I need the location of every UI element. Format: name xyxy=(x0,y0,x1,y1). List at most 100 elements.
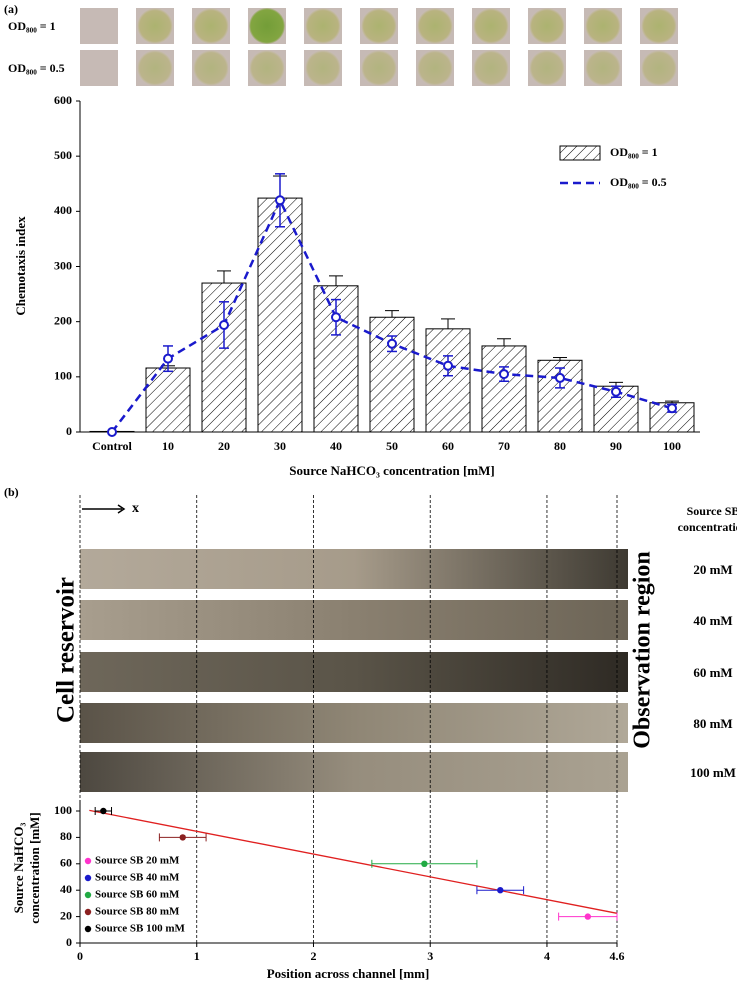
x-tick-label: Control xyxy=(92,439,132,453)
x-tick-label: 30 xyxy=(274,439,286,453)
photo xyxy=(80,50,118,86)
strip-header: concentration xyxy=(678,520,737,534)
photo xyxy=(80,8,118,44)
strip-label: 20 mM xyxy=(693,562,732,577)
y-axis-label: Chemotaxis index xyxy=(13,216,28,316)
channel-image xyxy=(80,549,628,589)
photo-dish xyxy=(473,8,509,44)
image-row-label: OD₈₀₀ = 0.5 xyxy=(8,61,65,75)
y-tick-label: 300 xyxy=(54,258,72,272)
x-tick-label: 80 xyxy=(554,439,566,453)
photo-dish xyxy=(137,50,173,86)
marker xyxy=(443,360,453,371)
bar xyxy=(257,197,303,433)
arrow-label: x xyxy=(132,501,139,516)
point xyxy=(100,807,107,815)
photo-dish xyxy=(417,50,453,86)
photo-dish xyxy=(641,8,677,44)
photo-dish xyxy=(193,8,229,44)
point xyxy=(179,834,186,841)
x-tick-label: 4.6 xyxy=(610,949,625,963)
x-tick-label: 20 xyxy=(218,439,230,453)
trend-line xyxy=(89,809,618,914)
photo-dish xyxy=(585,50,621,86)
photo-dish xyxy=(193,50,229,86)
y-axis-label: Source NaHCO₃ xyxy=(11,823,26,914)
marker xyxy=(667,403,677,414)
y-tick-label: 80 xyxy=(60,829,72,843)
legend-label: Source SB 40 mM xyxy=(95,872,180,884)
marker xyxy=(387,338,397,349)
photo-dish xyxy=(361,50,397,86)
legend-label: Source SB 60 mM xyxy=(95,889,180,901)
x-tick-label: 1 xyxy=(194,949,200,963)
legend-swatch xyxy=(84,891,92,899)
photo-dish xyxy=(529,50,565,86)
y-tick-label: 100 xyxy=(54,803,72,817)
photo-dish xyxy=(361,8,397,44)
panel-label: (b) xyxy=(4,485,19,499)
x-tick-label: 70 xyxy=(498,439,510,453)
y-axis-label: concentration [mM] xyxy=(27,812,42,924)
legend-label: OD₈₀₀ = 1 xyxy=(610,145,658,159)
marker xyxy=(163,353,173,364)
x-tick-label: 90 xyxy=(610,439,622,453)
x-tick-label: 3 xyxy=(427,949,433,963)
photo-dish xyxy=(473,50,509,86)
photo-dish xyxy=(249,8,285,44)
channel-image xyxy=(80,600,628,640)
legend-swatch xyxy=(559,145,601,161)
photo-dish xyxy=(585,8,621,44)
x-axis-label: Source NaHCO₃ concentration [mM] xyxy=(289,463,494,478)
region-label: Observation region xyxy=(630,551,656,749)
x-axis-label: Position across channel [mm] xyxy=(267,966,430,981)
y-tick-label: 500 xyxy=(54,148,72,162)
channel-image xyxy=(80,703,628,743)
legend-label: Source SB 80 mM xyxy=(95,906,180,918)
bar xyxy=(481,345,527,433)
channel-image xyxy=(80,752,628,792)
y-tick-label: 0 xyxy=(66,935,72,949)
x-tick-label: 50 xyxy=(386,439,398,453)
photo-dish xyxy=(641,50,677,86)
photo-dish xyxy=(305,50,341,86)
image-row-label: OD₈₀₀ = 1 xyxy=(8,19,56,33)
marker xyxy=(499,369,509,380)
photo-dish xyxy=(529,8,565,44)
y-tick-label: 600 xyxy=(54,93,72,107)
legend-swatch xyxy=(84,857,92,865)
marker xyxy=(219,319,229,330)
point xyxy=(584,913,592,920)
x-tick-label: 40 xyxy=(330,439,342,453)
point xyxy=(497,887,504,894)
marker xyxy=(331,312,341,323)
arrow-head xyxy=(117,504,126,514)
legend-swatch xyxy=(84,908,92,916)
x-tick-label: 0 xyxy=(77,949,83,963)
x-tick-label: 10 xyxy=(162,439,174,453)
y-tick-label: 0 xyxy=(66,424,72,438)
legend-label: Source SB 100 mM xyxy=(95,923,186,935)
photo-dish xyxy=(305,8,341,44)
legend-swatch xyxy=(84,874,92,882)
point xyxy=(421,860,428,867)
legend-swatch xyxy=(84,925,92,933)
x-tick-label: 100 xyxy=(663,439,681,453)
strip-header: Source SB xyxy=(687,504,737,518)
panel-label: (a) xyxy=(4,2,18,16)
y-tick-label: 60 xyxy=(60,856,72,870)
y-tick-label: 200 xyxy=(54,313,72,327)
y-tick-label: 40 xyxy=(60,882,72,896)
y-tick-label: 400 xyxy=(54,203,72,217)
x-tick-label: 2 xyxy=(310,949,316,963)
photo-dish xyxy=(417,8,453,44)
marker xyxy=(555,372,565,383)
y-tick-label: 100 xyxy=(54,369,72,383)
bar xyxy=(369,316,415,433)
legend-label: Source SB 20 mM xyxy=(95,855,180,867)
marker xyxy=(107,427,117,437)
strip-label: 60 mM xyxy=(693,665,732,680)
x-tick-label: 60 xyxy=(442,439,454,453)
photo-dish xyxy=(137,8,173,44)
